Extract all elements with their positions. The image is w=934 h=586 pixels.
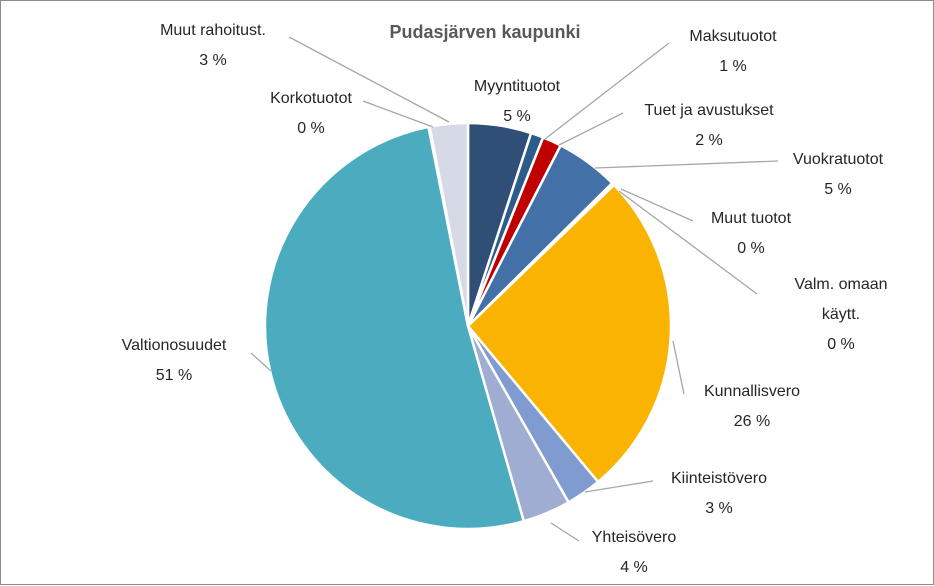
slice-percent-label-3: 5 % <box>824 181 852 198</box>
leader-line-10 <box>362 100 434 128</box>
leader-line-6 <box>672 340 685 395</box>
slice-percent-label-0: 5 % <box>503 108 531 125</box>
leader-line-5 <box>618 190 758 295</box>
pie-slice-9 <box>263 125 526 531</box>
slice-name-label-9: Valtionosuudet <box>122 337 227 354</box>
chart-title: Pudasjärven kaupunki <box>389 22 580 42</box>
slice-percent-label-5: 0 % <box>827 336 855 353</box>
slice-percent-label-9: 51 % <box>156 367 192 384</box>
pie-slice-11 <box>428 121 470 327</box>
slice-name-label-5-line2: käytt. <box>822 306 860 323</box>
leader-line-4 <box>620 188 694 222</box>
slice-percent-label-6: 26 % <box>734 413 770 430</box>
pie-slices <box>263 121 673 531</box>
slice-name-label-0: Myyntituotot <box>474 78 561 95</box>
slice-percent-label-1: 1 % <box>719 58 747 75</box>
leader-line-7 <box>584 480 654 493</box>
slice-percent-label-8: 4 % <box>620 559 648 576</box>
leader-line-8 <box>550 522 580 542</box>
slice-name-label-6: Kunnallisvero <box>704 383 800 400</box>
slice-percent-label-2: 2 % <box>695 132 723 149</box>
leader-line-9 <box>250 352 272 372</box>
data-labels: Myyntituotot 5 % Maksutuotot 1 % Tuet ja avu… <box>122 22 888 576</box>
slice-name-label-10: Korkotuotot <box>270 90 352 107</box>
leader-line-11 <box>288 36 450 123</box>
slice-name-label-2: Tuet ja avustukset <box>644 102 774 119</box>
slice-percent-label-11: 3 % <box>199 52 227 69</box>
leader-lines <box>250 36 779 542</box>
slice-name-label-11: Muut rahoitust. <box>160 22 266 39</box>
leader-line-3 <box>594 160 779 169</box>
leader-line-2 <box>558 112 624 146</box>
slice-name-label-4: Muut tuotot <box>711 210 792 227</box>
slice-name-label-8: Yhteisövero <box>592 529 677 546</box>
slice-percent-label-7: 3 % <box>705 500 733 517</box>
slice-name-label-5-line1: Valm. omaan <box>794 276 887 293</box>
slice-name-label-3: Vuokratuotot <box>793 151 884 168</box>
pie-slice-6 <box>466 183 673 484</box>
slice-name-label-7: Kiinteistövero <box>671 470 767 487</box>
leader-line-1 <box>544 42 670 140</box>
slice-percent-label-10: 0 % <box>297 120 325 137</box>
slice-name-label-1: Maksutuotot <box>689 28 777 45</box>
slice-percent-label-4: 0 % <box>737 240 765 257</box>
